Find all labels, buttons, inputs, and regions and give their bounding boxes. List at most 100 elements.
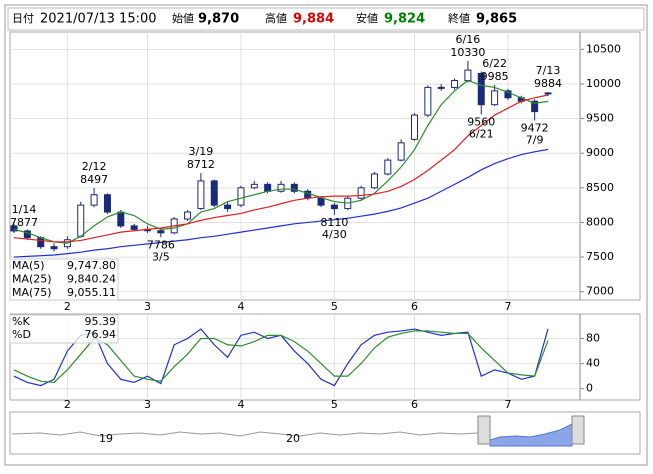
series-line [13,148,549,258]
candle-body [357,187,365,199]
candle-body [50,246,58,250]
x-tick-label: 5 [331,398,338,411]
open: 9,870 [198,12,239,27]
y-tick-label: 9500 [586,112,614,125]
legend-value: 9,747.80 [67,259,116,272]
candle-body [424,86,432,116]
candle-body [330,204,338,210]
candle-body [130,225,138,230]
close-label: 終値 [448,12,470,25]
series-line [13,79,549,244]
y-tick-label: 10000 [586,77,621,90]
annotation-date: 3/19 [189,145,214,158]
legend-name: MA(5) [12,259,45,272]
candle-body [37,237,45,248]
annotation-date: 3/5 [152,250,170,263]
navigator-selection [489,423,573,447]
candle-body [157,230,165,234]
legend-box [9,258,119,301]
candle-body [477,73,485,106]
x-tick-label: 2 [64,300,71,313]
legend-name: MA(75) [12,286,52,299]
navigator-label: 20 [286,432,300,445]
candle-body [224,204,232,210]
legend-name: %K [12,315,30,328]
annotation-value: 8110 [320,216,348,229]
annotation-value: 7877 [10,216,38,229]
candle-body [290,183,298,192]
x-tick-label: 2 [64,398,71,411]
annotation-date: 6/16 [456,33,481,46]
annotation-value: 9560 [467,115,495,128]
y-tick-label: 7500 [586,250,614,263]
y-tick-label: 7000 [586,285,614,298]
legend-box [9,314,119,344]
date-label: 日付 [12,12,34,25]
candle-body [264,183,272,192]
candle-body [237,187,245,206]
annotation-date: 7/13 [536,64,561,77]
x-tick-label: 7 [504,398,511,411]
candle-body [250,183,258,189]
annotation-date: 2/12 [82,160,107,173]
annotation-value: 8497 [80,173,108,186]
low-label: 安値 [356,12,378,25]
navigator-right-handle[interactable] [571,415,585,445]
candle-body [103,194,111,213]
candle-body [117,211,125,227]
legend-value: 76.94 [85,328,117,341]
x-tick-label: 3 [144,398,151,411]
candle-body [437,86,445,89]
y-tick-label: 10500 [586,42,621,55]
candle-body [197,180,205,210]
x-tick-label: 4 [237,300,244,313]
annotation-value: 7786 [147,238,175,251]
date: 2021/07/13 15:00 [40,12,157,27]
annotation-date: 4/30 [322,228,347,241]
candle-body [464,69,472,81]
candle-body [491,90,499,106]
candle-body [451,79,459,88]
x-tick-label: 4 [237,398,244,411]
high: 9,884 [293,12,334,27]
annotation-date: 6/22 [482,57,507,70]
annotation-value: 9884 [534,77,562,90]
candle-body [370,173,378,189]
high-label: 高値 [265,11,287,25]
candle-body [531,100,539,113]
y-tick-label: 8000 [586,215,614,228]
annotation-value: 9985 [481,70,509,83]
legend-value: 9,840.24 [67,273,116,286]
annotation-date: 6/21 [469,127,494,140]
x-tick-label: 3 [144,300,151,313]
annotation-value: 10330 [450,46,485,59]
candle-body [317,197,325,206]
price-panel [9,31,641,301]
candle-body [77,204,85,237]
annotation-date: 7/9 [526,134,544,147]
series-line [13,94,549,243]
x-tick-label: 6 [411,398,418,411]
candle-body [210,180,218,206]
annotation-value: 9472 [521,122,549,135]
navigator-label: 19 [99,432,113,445]
y-tick-label: 9000 [586,146,614,159]
legend-name: %D [12,328,31,341]
annotation-date: 1/14 [12,203,37,216]
legend-name: MA(25) [12,273,52,286]
navigator-line [11,431,479,437]
candle-body [504,90,512,99]
candle-body [544,92,552,95]
candle-body [277,183,285,192]
navigator-left-handle[interactable] [477,415,491,445]
candle-body [10,225,18,232]
candle-body [90,194,98,206]
y-tick-label: 40 [586,357,600,370]
legend-value: 9,055.11 [67,286,116,299]
candle-body [397,142,405,161]
x-tick-label: 5 [331,300,338,313]
candle-body [411,114,418,140]
y-tick-label: 0 [586,382,593,395]
candle-body [384,159,392,175]
